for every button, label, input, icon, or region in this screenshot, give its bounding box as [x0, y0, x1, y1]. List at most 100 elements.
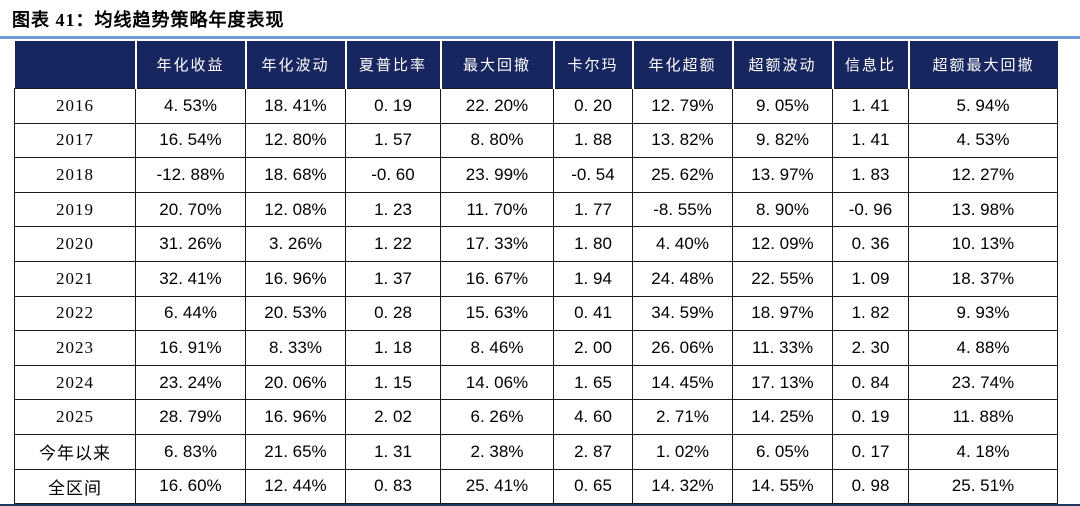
table-cell: 11. 70%	[440, 191, 554, 228]
column-header: 夏普比率	[344, 41, 442, 89]
table-cell: 8. 90%	[732, 191, 833, 228]
table-row: 2018 -12. 88% 18. 68% -0. 60 23. 99% -0. 54 25…	[14, 157, 1058, 193]
table-cell: 5. 94%	[908, 88, 1058, 124]
table-cell: 14. 25%	[732, 399, 833, 435]
table-cell: 15. 63%	[440, 295, 554, 332]
table-cell: 0. 65	[553, 468, 633, 505]
table-cell: 4. 18%	[908, 433, 1058, 470]
table-cell: 1. 82	[832, 295, 909, 332]
table-cell: 28. 79%	[135, 399, 246, 435]
top-rule	[0, 36, 1080, 39]
table-cell: 17. 33%	[440, 226, 554, 262]
column-header: 年化收益	[134, 41, 247, 89]
table-cell: 14. 06%	[440, 364, 554, 401]
table-cell: 10. 13%	[908, 226, 1058, 262]
table-cell: 22. 20%	[440, 88, 554, 124]
table-cell: 9. 93%	[908, 295, 1058, 332]
table-cell: 1. 94	[553, 260, 633, 297]
row-label: 2016	[14, 88, 136, 124]
table-cell: 1. 65	[553, 364, 633, 401]
table-cell: 1. 80	[553, 226, 633, 262]
figure-panel: 图表 41：均线趋势策略年度表现 年化收益 年化波动 夏普比率 最大回撤 卡尔玛 年化超额…	[0, 6, 1080, 506]
table-cell: 0. 19	[832, 399, 909, 435]
table-cell: 16. 54%	[135, 122, 246, 159]
table-cell: 0. 28	[345, 295, 441, 332]
table-cell: 0. 83	[345, 468, 441, 505]
figure-title: 图表 41：均线趋势策略年度表现	[12, 10, 285, 30]
table-row: 2020 31. 26% 3. 26% 1. 22 17. 33% 1. 80 4. 40%…	[14, 226, 1058, 262]
table-cell: 12. 08%	[245, 191, 346, 228]
column-header: 年化超额	[631, 41, 734, 89]
column-header: 卡尔玛	[552, 41, 634, 89]
table-cell: 0. 17	[832, 433, 909, 470]
table-cell: 16. 96%	[245, 399, 346, 435]
table-cell: 17. 13%	[732, 364, 833, 401]
table-cell: 4. 53%	[135, 88, 246, 124]
column-header	[14, 41, 137, 89]
table-cell: 0. 20	[553, 88, 633, 124]
table-cell: 1. 22	[345, 226, 441, 262]
table-cell: 24. 48%	[632, 260, 733, 297]
table-cell: 23. 74%	[908, 364, 1058, 401]
table-cell: 1. 09	[832, 260, 909, 297]
row-label: 今年以来	[14, 433, 136, 470]
table-cell: 2. 30	[832, 330, 909, 366]
table-cell: 1. 23	[345, 191, 441, 228]
table-cell: 1. 41	[832, 88, 909, 124]
table-cell: 20. 70%	[135, 191, 246, 228]
table-cell: 2. 02	[345, 399, 441, 435]
row-label: 2019	[14, 191, 136, 228]
table-cell: 8. 80%	[440, 122, 554, 159]
table-cell: 6. 44%	[135, 295, 246, 332]
table-row: 2019 20. 70% 12. 08% 1. 23 11. 70% 1. 77 -8. 5…	[14, 191, 1058, 228]
row-label: 2023	[14, 330, 136, 366]
row-label: 2021	[14, 260, 136, 297]
table-cell: 13. 98%	[908, 191, 1058, 228]
table-cell: 9. 05%	[732, 88, 833, 124]
table-cell: -0. 96	[832, 191, 909, 228]
performance-table: 年化收益 年化波动 夏普比率 最大回撤 卡尔玛 年化超额 超额波动 信息比 超额最大回撤 201…	[14, 41, 1058, 505]
table-cell: -12. 88%	[135, 157, 246, 193]
table-cell: 23. 24%	[135, 364, 246, 401]
table-cell: 4. 53%	[908, 122, 1058, 159]
table-cell: 25. 41%	[440, 468, 554, 505]
table-cell: 2. 87	[553, 433, 633, 470]
column-header: 最大回撤	[439, 41, 555, 89]
table-cell: 1. 18	[345, 330, 441, 366]
table-cell: 18. 68%	[245, 157, 346, 193]
row-label: 2024	[14, 364, 136, 401]
table-row: 2017 16. 54% 12. 80% 1. 57 8. 80% 1. 88 13. 82…	[14, 122, 1058, 159]
table-cell: 18. 97%	[732, 295, 833, 332]
table-cell: 18. 41%	[245, 88, 346, 124]
table-row: 2022 6. 44% 20. 53% 0. 28 15. 63% 0. 41 34. 59…	[14, 295, 1058, 332]
table-cell: 16. 60%	[135, 468, 246, 505]
table-cell: 6. 26%	[440, 399, 554, 435]
table-cell: 22. 55%	[732, 260, 833, 297]
row-label: 2022	[14, 295, 136, 332]
table-cell: 8. 46%	[440, 330, 554, 366]
table-cell: 25. 62%	[632, 157, 733, 193]
table-cell: 12. 80%	[245, 122, 346, 159]
table-cell: 1. 41	[832, 122, 909, 159]
table-cell: 14. 55%	[732, 468, 833, 505]
table-cell: 0. 84	[832, 364, 909, 401]
table-body: 2016 4. 53% 18. 41% 0. 19 22. 20% 0. 20 12. 79…	[14, 88, 1058, 505]
table-cell: 20. 06%	[245, 364, 346, 401]
row-label: 2020	[14, 226, 136, 262]
table-cell: 13. 97%	[732, 157, 833, 193]
table-cell: 0. 41	[553, 295, 633, 332]
table-cell: 4. 88%	[908, 330, 1058, 366]
column-header: 超额最大回撤	[907, 41, 1058, 89]
table-cell: -8. 55%	[632, 191, 733, 228]
table-header-row: 年化收益 年化波动 夏普比率 最大回撤 卡尔玛 年化超额 超额波动 信息比 超额最大回撤	[14, 41, 1058, 89]
table-cell: 4. 40%	[632, 226, 733, 262]
table-cell: 4. 60	[553, 399, 633, 435]
table-cell: 12. 27%	[908, 157, 1058, 193]
table-cell: 20. 53%	[245, 295, 346, 332]
table-cell: 26. 06%	[632, 330, 733, 366]
table-cell: 14. 32%	[632, 468, 733, 505]
table-row: 2016 4. 53% 18. 41% 0. 19 22. 20% 0. 20 12. 79…	[14, 88, 1058, 124]
bottom-rule	[0, 504, 1080, 506]
table-cell: 1. 57	[345, 122, 441, 159]
table-cell: 0. 19	[345, 88, 441, 124]
